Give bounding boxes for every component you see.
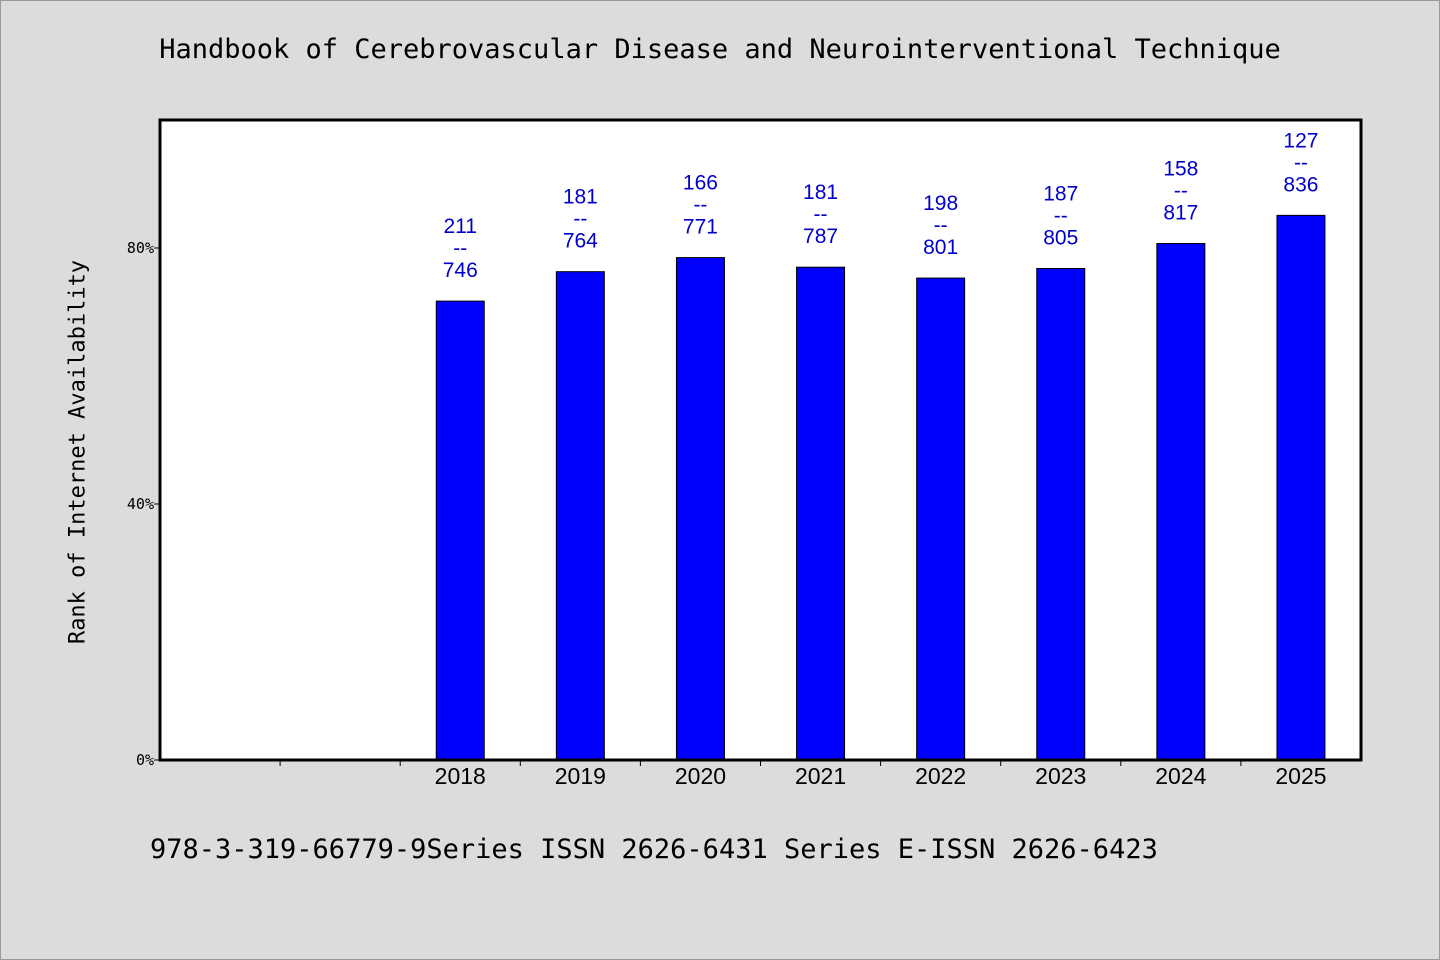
bar-2023 <box>1036 267 1086 761</box>
data-label-2020-0: 166 <box>683 172 718 195</box>
x-tick-label-2025: 2025 <box>1275 763 1326 789</box>
data-label-2022-2: 801 <box>923 236 958 259</box>
data-label-2021-2: 787 <box>803 225 838 248</box>
bar-2021 <box>796 266 846 761</box>
footer-isbn: 978-3-319-66779-9Series ISSN 2626-6431 S… <box>150 834 1158 865</box>
bar-2025 <box>1276 214 1326 761</box>
data-label-2025-0: 127 <box>1283 129 1318 152</box>
data-label-2019-2: 764 <box>563 230 598 253</box>
x-tick-label-2019: 2019 <box>555 763 606 789</box>
bar-2018 <box>435 300 485 761</box>
bar-2024 <box>1156 243 1206 761</box>
data-label-2024-2: 817 <box>1163 202 1198 225</box>
chart-title: Handbook of Cerebrovascular Disease and … <box>159 34 1281 65</box>
data-label-2020-1: -- <box>693 194 707 217</box>
data-label-2018-2: 746 <box>443 259 478 282</box>
bar-2022 <box>916 277 966 761</box>
data-label-2018-1: -- <box>453 237 467 260</box>
x-tick-label-2023: 2023 <box>1035 763 1086 789</box>
y-tick-label-0: 0% <box>136 751 154 769</box>
data-label-2025-2: 836 <box>1283 173 1318 196</box>
data-label-2018-0: 211 <box>444 215 477 238</box>
data-label-2019-1: -- <box>573 208 587 231</box>
data-label-2020-2: 771 <box>683 216 718 239</box>
y-tick-label-40: 40% <box>127 495 154 513</box>
data-label-2024-0: 158 <box>1163 158 1198 181</box>
data-label-2023-0: 187 <box>1043 182 1078 205</box>
x-tick-label-2020: 2020 <box>675 763 726 789</box>
x-tick-label-2022: 2022 <box>915 763 966 789</box>
data-label-2023-1: -- <box>1054 204 1068 227</box>
data-label-2021-0: 181 <box>803 181 838 204</box>
data-label-2025-1: -- <box>1294 151 1308 174</box>
y-tick-label-80: 80% <box>127 239 154 257</box>
data-label-2022-1: -- <box>934 214 948 237</box>
bar-2019 <box>555 271 605 761</box>
x-tick-label-2024: 2024 <box>1155 763 1206 789</box>
data-label-2019-0: 181 <box>563 186 598 209</box>
x-tick-label-2021: 2021 <box>795 763 846 789</box>
data-label-2022-0: 198 <box>923 192 958 215</box>
data-label-2024-1: -- <box>1174 180 1188 203</box>
bar-2020 <box>675 257 725 761</box>
x-tick-label-2018: 2018 <box>435 763 486 789</box>
data-label-2023-2: 805 <box>1043 226 1078 249</box>
data-label-2021-1: -- <box>814 203 828 226</box>
